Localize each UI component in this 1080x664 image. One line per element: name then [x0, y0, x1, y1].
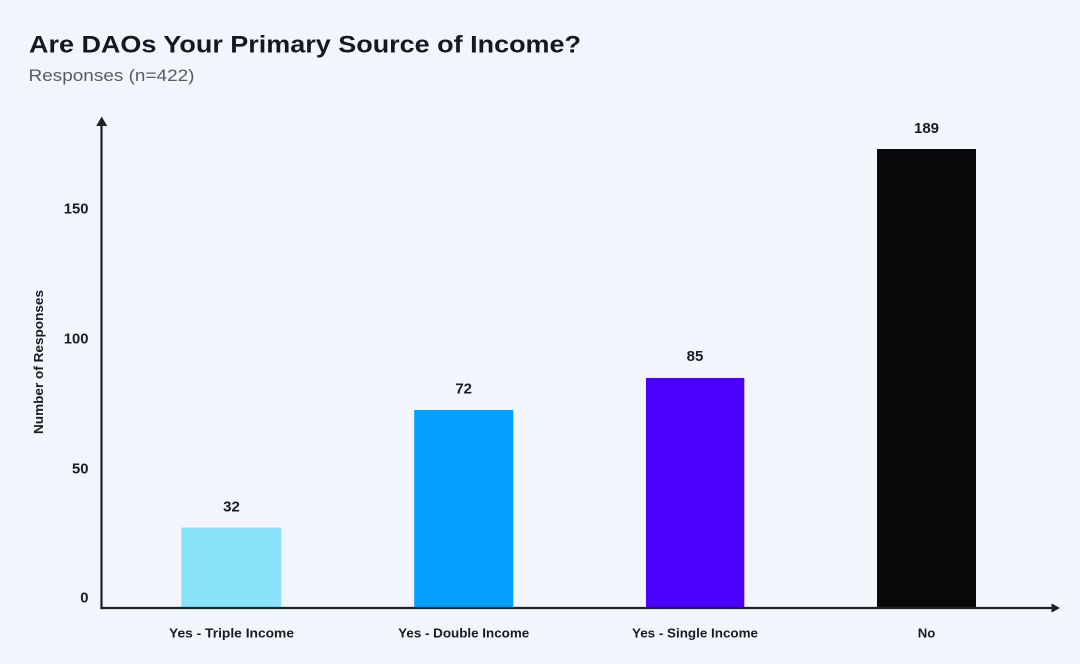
svg-text:150: 150 — [64, 201, 89, 217]
svg-text:0: 0 — [80, 591, 88, 607]
svg-text:Are DAOs Your Primary Source o: Are DAOs Your Primary Source of Income? — [29, 31, 581, 58]
svg-text:Yes - Double Income: Yes - Double Income — [398, 625, 529, 640]
svg-text:72: 72 — [455, 380, 472, 397]
svg-text:Responses (n=422): Responses (n=422) — [29, 66, 195, 85]
svg-text:No: No — [918, 625, 936, 640]
svg-text:100: 100 — [64, 332, 89, 348]
svg-text:Number of Responses: Number of Responses — [32, 290, 46, 434]
svg-text:189: 189 — [914, 120, 939, 137]
svg-text:32: 32 — [223, 498, 240, 515]
svg-text:Yes - Single Income: Yes - Single Income — [632, 625, 758, 640]
svg-text:85: 85 — [687, 348, 704, 365]
svg-text:Yes - Triple Income: Yes - Triple Income — [169, 625, 294, 640]
svg-text:50: 50 — [72, 462, 88, 478]
